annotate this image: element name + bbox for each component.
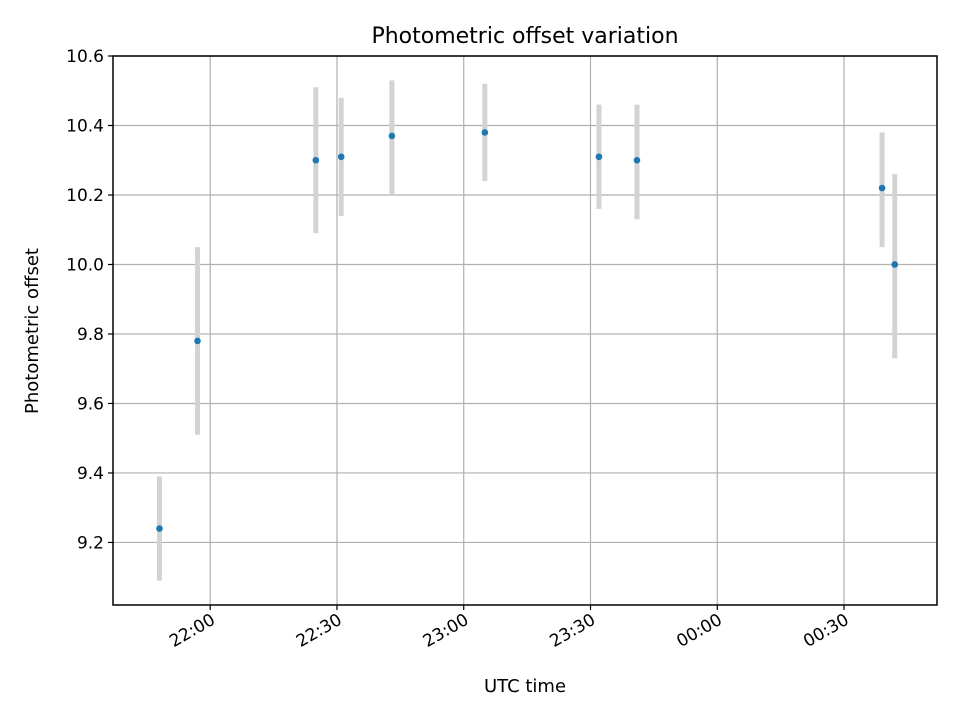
y-tick-label: 10.6 (66, 47, 104, 67)
y-tick-label: 10.2 (66, 186, 104, 206)
y-tick-label: 9.2 (77, 533, 104, 553)
y-axis-label: Photometric offset (22, 248, 43, 414)
data-point (156, 525, 163, 532)
data-point (337, 153, 345, 161)
x-tick-label: 22:00 (166, 610, 218, 652)
y-tick-label: 10.0 (66, 255, 104, 275)
data-point (595, 153, 603, 161)
data-point (481, 129, 489, 136)
data-point (194, 337, 201, 345)
y-tick-label: 9.4 (77, 464, 104, 484)
plot-background (113, 56, 937, 605)
data-point (878, 184, 886, 192)
y-tick-label: 10.4 (66, 116, 104, 136)
x-tick-label: 23:30 (547, 610, 599, 652)
y-tick-label: 9.8 (77, 325, 104, 345)
x-tick-label: 00:30 (800, 610, 852, 652)
y-tick-label: 9.6 (77, 394, 104, 414)
chart-title: Photometric offset variation (371, 24, 678, 49)
data-point (312, 156, 320, 164)
data-points (156, 129, 899, 532)
x-tick-label: 00:00 (673, 610, 725, 652)
x-tick-label: 22:30 (293, 610, 345, 652)
x-axis-label: UTC time (484, 676, 566, 697)
x-tick-label: 23:00 (420, 610, 472, 652)
data-point (633, 156, 641, 164)
plot-frame (112, 55, 938, 606)
data-point (388, 132, 396, 140)
data-point (891, 261, 899, 268)
